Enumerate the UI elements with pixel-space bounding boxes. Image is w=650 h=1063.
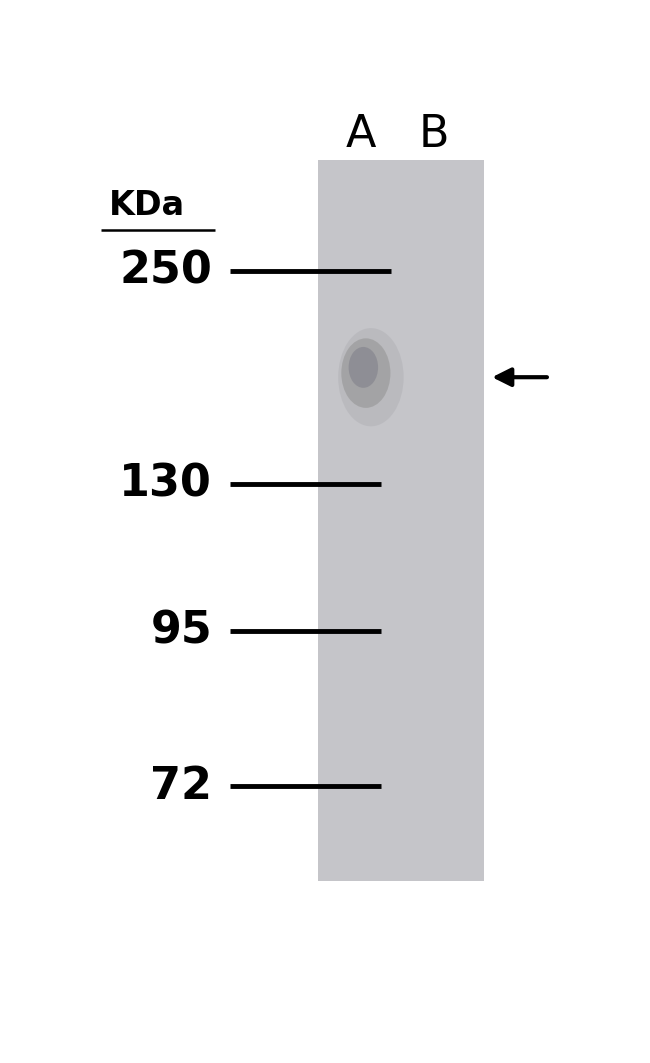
Bar: [318, 161, 484, 880]
Text: 95: 95: [150, 609, 212, 653]
Text: 130: 130: [120, 462, 212, 505]
Text: A: A: [346, 113, 376, 156]
Text: 72: 72: [150, 765, 212, 808]
Ellipse shape: [338, 328, 404, 426]
Text: B: B: [419, 113, 449, 156]
Text: 250: 250: [120, 250, 212, 292]
Text: KDa: KDa: [109, 189, 185, 222]
Ellipse shape: [348, 347, 378, 388]
Ellipse shape: [341, 338, 391, 408]
